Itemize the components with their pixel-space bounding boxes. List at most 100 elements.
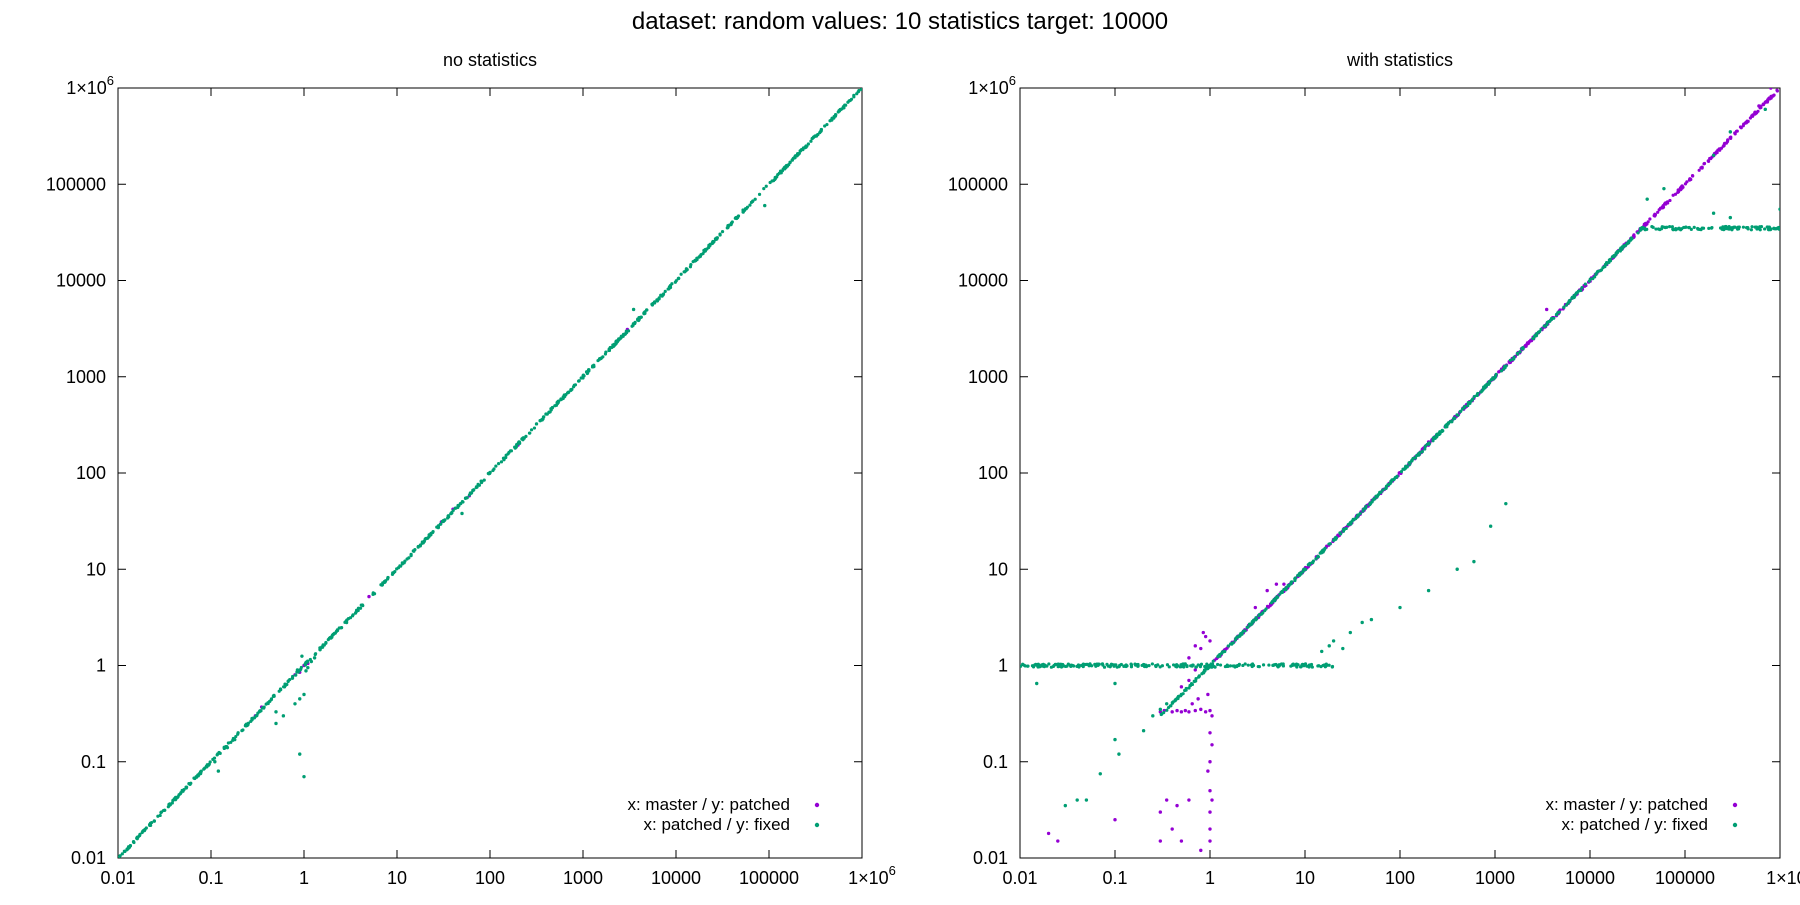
series-2-point	[182, 788, 186, 792]
series-2-point	[1777, 226, 1780, 230]
series-2-point	[1388, 481, 1392, 486]
series-1-point	[1206, 769, 1210, 773]
y-tick-label: 0.1	[983, 752, 1008, 772]
series-1-point	[1187, 710, 1191, 714]
series-2-point	[1756, 227, 1760, 231]
series-2-point	[328, 635, 332, 640]
series-1-point	[1769, 95, 1773, 99]
series-2-point	[520, 437, 524, 441]
series-2-point	[762, 187, 766, 191]
series-2-point	[1373, 497, 1377, 501]
series-2-point	[730, 221, 734, 225]
series-2-point	[1263, 609, 1267, 613]
series-2-point	[1083, 662, 1087, 667]
series-2-point	[1621, 246, 1625, 250]
series-2-point	[1241, 629, 1246, 633]
series-1-point	[1208, 731, 1212, 735]
series-2-point	[750, 199, 755, 204]
series-1-point	[1203, 634, 1208, 639]
series-2-point	[651, 301, 655, 306]
series-2-point	[1021, 662, 1025, 666]
series-2-point	[423, 537, 427, 541]
series-2-point	[306, 665, 310, 670]
series-2-point	[569, 388, 573, 392]
series-2-point	[1455, 567, 1459, 571]
series-2-point	[1298, 665, 1303, 669]
series-1-point	[1206, 692, 1210, 697]
series-2-point	[1456, 413, 1460, 417]
series-2-point	[278, 687, 283, 691]
series-2-point	[702, 248, 706, 253]
series-2-point	[193, 776, 197, 781]
series-2-point	[125, 848, 129, 852]
series-2-point	[830, 116, 834, 120]
y-tick-label: 1×106	[968, 73, 1016, 98]
series-2-point	[592, 365, 596, 369]
series-2-point	[492, 467, 496, 471]
series-2-point	[1707, 226, 1711, 231]
series-2-point	[1203, 669, 1207, 673]
series-2-point	[360, 603, 365, 607]
series-1-point	[1187, 678, 1191, 683]
series-2-point	[645, 308, 649, 312]
chart-title: no statistics	[443, 50, 537, 70]
series-2-point	[1482, 386, 1486, 390]
series-2-point	[189, 781, 193, 785]
series-1-point	[367, 594, 371, 599]
series-2-point	[1670, 225, 1674, 229]
y-tick-label: 0.01	[71, 848, 106, 868]
series-2-point	[1437, 431, 1441, 435]
series-2-point	[1709, 226, 1714, 230]
series-2-point	[1687, 225, 1691, 230]
series-1-point	[1056, 839, 1060, 843]
series-2-point	[482, 478, 486, 482]
series-2-point	[1767, 225, 1771, 229]
series-2-point	[736, 214, 741, 218]
series-2-point	[1246, 625, 1250, 629]
series-2-point	[1341, 646, 1345, 651]
series-2-point	[1384, 486, 1388, 490]
series-2-point	[1270, 600, 1274, 604]
series-2-point	[538, 419, 542, 423]
y-tick-label: 1000	[968, 367, 1008, 387]
series-2-point	[846, 100, 850, 104]
series-1-point	[1653, 213, 1658, 217]
series-2-point	[460, 511, 464, 516]
series-2-point	[158, 813, 162, 818]
series-2-point	[544, 412, 548, 416]
y-tick-label: 100000	[46, 174, 106, 194]
series-1-point	[1668, 198, 1672, 203]
series-2-point	[1567, 300, 1571, 304]
series-2-point	[1108, 665, 1112, 669]
series-2-point	[1098, 772, 1102, 776]
series-2-point	[1689, 227, 1693, 231]
series-2-point	[304, 669, 308, 673]
series-2-point	[825, 122, 829, 127]
x-tick-label: 100000	[1655, 868, 1715, 888]
series-1-point	[1193, 708, 1197, 713]
x-tick-label: 1×106	[848, 863, 896, 888]
series-1-point	[1183, 708, 1188, 713]
series-2-point	[1030, 664, 1035, 668]
series-2-point	[556, 401, 560, 405]
series-2-point	[1289, 664, 1293, 668]
x-tick-label: 0.01	[100, 868, 135, 888]
series-2-point	[1468, 400, 1472, 404]
series-2-point	[1763, 107, 1767, 112]
series-2-point	[787, 162, 791, 167]
series-2-point	[1184, 688, 1188, 692]
series-2-point	[1360, 620, 1364, 625]
series-2-point	[801, 148, 805, 152]
series-2-point	[229, 740, 233, 744]
series-2-point	[1772, 227, 1776, 231]
series-1-point	[1179, 839, 1184, 843]
series-2-point	[1420, 450, 1424, 454]
series-1-point	[1175, 803, 1179, 808]
series-2-point	[324, 640, 328, 645]
series-2-point	[1598, 269, 1603, 273]
series-2-point	[1728, 130, 1733, 134]
series-2-point	[403, 559, 407, 563]
series-2-point	[407, 556, 411, 560]
series-2-point	[302, 692, 306, 697]
series-2-point	[150, 820, 154, 825]
